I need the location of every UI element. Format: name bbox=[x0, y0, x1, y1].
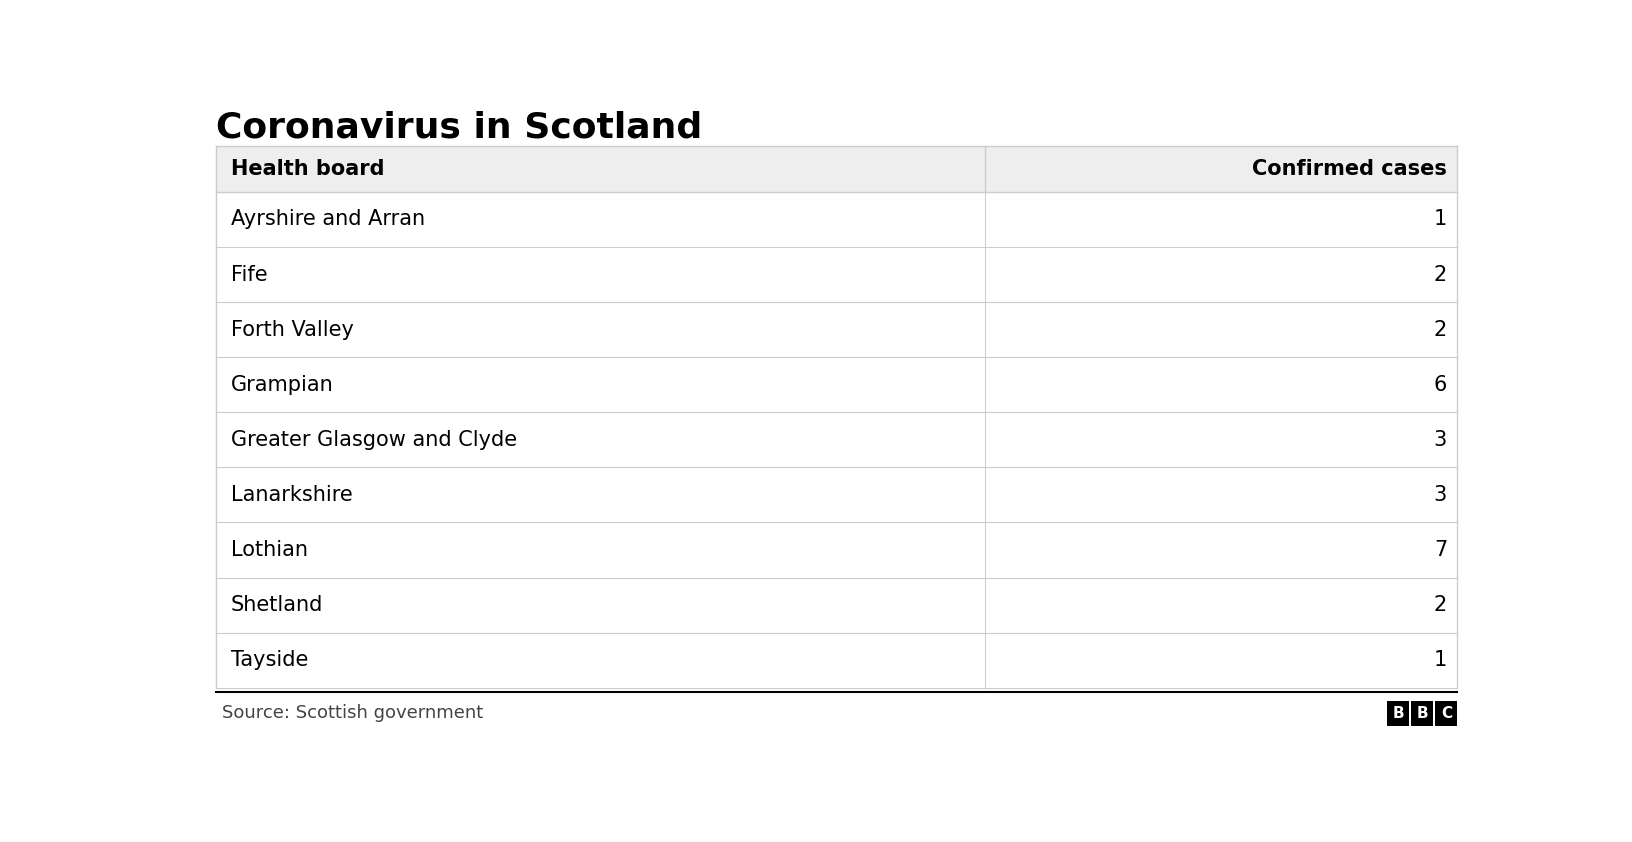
Bar bbox=[215, 578, 1457, 632]
Text: 6: 6 bbox=[1433, 375, 1448, 395]
Bar bbox=[1436, 701, 1457, 726]
Bar bbox=[215, 247, 1457, 302]
Text: 2: 2 bbox=[1435, 595, 1448, 616]
Text: Shetland: Shetland bbox=[230, 595, 323, 616]
Bar bbox=[215, 192, 1457, 247]
Text: Confirmed cases: Confirmed cases bbox=[1252, 159, 1448, 179]
Bar bbox=[215, 632, 1457, 688]
Text: Tayside: Tayside bbox=[230, 650, 308, 670]
Bar bbox=[215, 357, 1457, 413]
Text: 3: 3 bbox=[1435, 429, 1448, 450]
Text: 2: 2 bbox=[1435, 320, 1448, 339]
Text: Lothian: Lothian bbox=[230, 540, 308, 560]
Text: 1: 1 bbox=[1435, 210, 1448, 230]
Text: C: C bbox=[1441, 706, 1452, 721]
Text: 7: 7 bbox=[1435, 540, 1448, 560]
Text: Health board: Health board bbox=[230, 159, 384, 179]
Text: Coronavirus in Scotland: Coronavirus in Scotland bbox=[215, 111, 702, 145]
Bar bbox=[1412, 701, 1433, 726]
Text: Fife: Fife bbox=[230, 264, 268, 285]
Text: Lanarkshire: Lanarkshire bbox=[230, 485, 353, 505]
Text: Forth Valley: Forth Valley bbox=[230, 320, 354, 339]
Text: B: B bbox=[1417, 706, 1428, 721]
Text: Source: Scottish government: Source: Scottish government bbox=[222, 704, 483, 722]
Bar bbox=[215, 413, 1457, 467]
Text: 3: 3 bbox=[1435, 485, 1448, 505]
Text: B: B bbox=[1392, 706, 1404, 721]
Text: 1: 1 bbox=[1435, 650, 1448, 670]
Bar bbox=[215, 146, 1457, 192]
Text: Greater Glasgow and Clyde: Greater Glasgow and Clyde bbox=[230, 429, 517, 450]
Bar bbox=[1387, 701, 1408, 726]
Bar bbox=[215, 523, 1457, 578]
Bar bbox=[215, 467, 1457, 523]
Text: Grampian: Grampian bbox=[230, 375, 333, 395]
Text: 2: 2 bbox=[1435, 264, 1448, 285]
Text: Ayrshire and Arran: Ayrshire and Arran bbox=[230, 210, 424, 230]
Bar bbox=[215, 302, 1457, 357]
